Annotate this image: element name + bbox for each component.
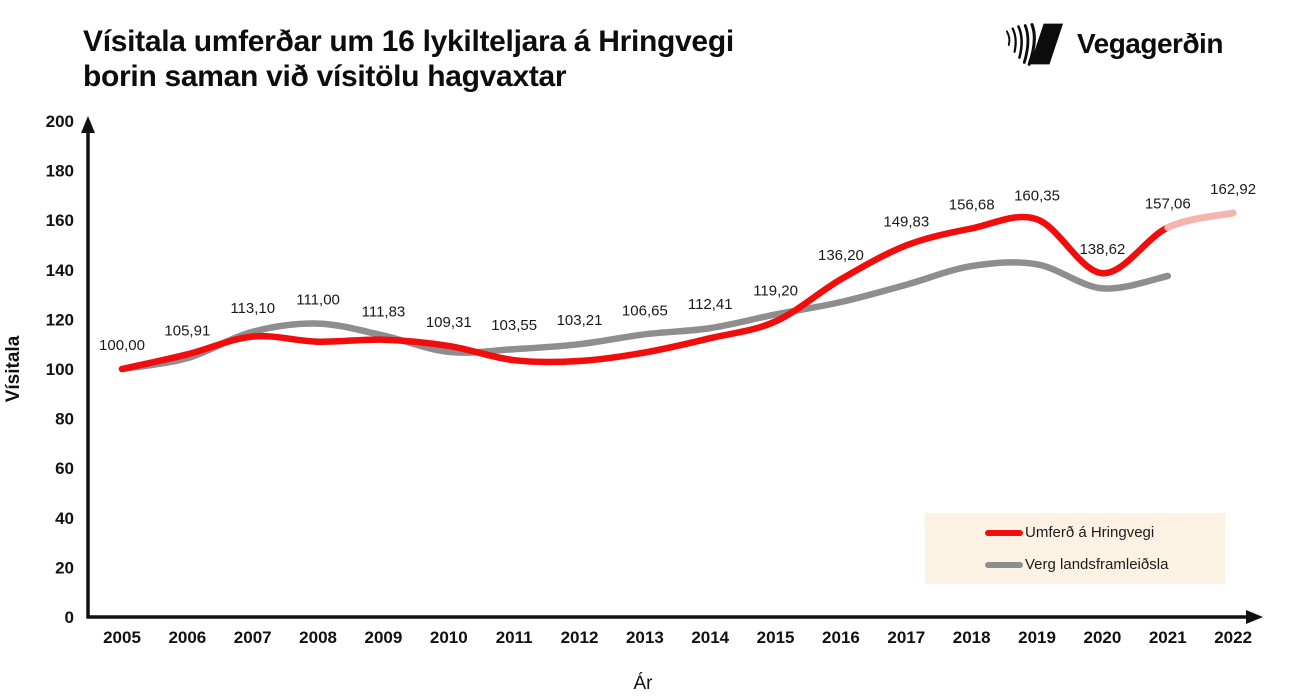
point-labels: 100,00 105,91 113,10 111,00 111,83 109,31 103,… <box>99 181 1256 354</box>
y-axis-title: Vísitala <box>3 335 24 402</box>
data-label: 111,00 <box>296 292 340 309</box>
page-title-line2: borin saman við vísitölu hagvaxtar <box>83 60 567 93</box>
x-tick-label: 2018 <box>953 628 991 647</box>
y-tick-label: 20 <box>55 558 74 577</box>
data-label: 111,83 <box>362 304 406 321</box>
legend-label: Umferð á Hringvegi <box>1025 524 1155 541</box>
x-tick-label: 2015 <box>757 628 795 647</box>
x-tick-label: 2022 <box>1214 628 1252 647</box>
data-label: 106,65 <box>622 302 668 319</box>
y-tick-label: 80 <box>55 410 74 429</box>
legend-label: Verg landsframleiðsla <box>1025 556 1169 573</box>
data-label: 136,20 <box>818 247 864 264</box>
data-label: 113,10 <box>230 300 275 317</box>
data-label: 100,00 <box>99 337 145 354</box>
data-label: 149,83 <box>883 213 929 230</box>
x-axis-arrow-icon <box>1246 610 1263 624</box>
data-label: 103,21 <box>557 312 603 329</box>
x-tick-label: 2010 <box>430 628 468 647</box>
x-tick-label: 2008 <box>299 628 337 647</box>
data-label: 160,35 <box>1014 187 1060 204</box>
x-tick-label: 2016 <box>822 628 860 647</box>
y-tick-label: 0 <box>65 608 74 627</box>
legend-item-traffic: Umferð á Hringvegi <box>985 524 1225 541</box>
data-label: 109,31 <box>426 314 472 331</box>
data-label: 138,62 <box>1079 241 1125 258</box>
y-tick-label: 140 <box>46 261 74 280</box>
legend-swatch-red-line <box>985 529 1023 536</box>
x-tick-label: 2007 <box>234 628 272 647</box>
vegagerdin-logo: Vegagerðin <box>1002 22 1223 66</box>
axes: 0 20 40 60 80 100 120 140 160 180 200 2005 2006 2007 2… <box>46 112 1263 647</box>
traffic-forecast-line <box>1164 209 1237 231</box>
y-axis-arrow-icon <box>81 116 95 133</box>
x-tick-label: 2011 <box>496 628 533 647</box>
y-tick-label: 200 <box>46 112 74 131</box>
data-label: 156,68 <box>949 196 995 213</box>
vegagerdin-logo-icon <box>1005 23 1064 66</box>
x-tick-label: 2021 <box>1149 628 1187 647</box>
y-tick-label: 180 <box>46 162 74 181</box>
x-tick-label: 2013 <box>626 628 664 647</box>
page-title: Vísitala umferðar um 16 lykilteljara á H… <box>83 24 734 94</box>
x-tick-label: 2019 <box>1018 628 1056 647</box>
data-label: 157,06 <box>1145 195 1191 212</box>
gdp-line <box>118 259 1172 373</box>
x-tick-label: 2006 <box>168 628 206 647</box>
legend: Umferð á Hringvegi Verg landsframleiðsla <box>925 513 1225 584</box>
series-lines <box>118 209 1237 373</box>
x-tick-label: 2005 <box>103 628 141 647</box>
data-label: 119,20 <box>753 282 798 299</box>
traffic-line <box>118 213 1172 373</box>
y-tick-label: 100 <box>46 360 74 379</box>
legend-item-gdp: Verg landsframleiðsla <box>985 556 1225 573</box>
x-axis-title: Ár <box>634 673 654 694</box>
data-label: 103,55 <box>491 317 537 334</box>
x-tick-label: 2014 <box>691 628 729 647</box>
y-tick-label: 160 <box>46 211 74 230</box>
y-tick-label: 40 <box>55 509 74 528</box>
x-tick-label: 2017 <box>887 628 925 647</box>
vegagerdin-logo-text: Vegagerðin <box>1077 28 1223 59</box>
x-tick-label: 2009 <box>365 628 403 647</box>
y-tick-label: 120 <box>46 310 74 329</box>
x-tick-label: 2020 <box>1083 628 1121 647</box>
data-label: 162,92 <box>1210 181 1256 198</box>
page-title-line1: Vísitala umferðar um 16 lykilteljara á H… <box>83 25 734 58</box>
legend-swatch-gray-line <box>985 561 1023 568</box>
x-tick-label: 2012 <box>561 628 599 647</box>
y-tick-label: 60 <box>55 459 74 478</box>
data-label: 105,91 <box>164 322 210 339</box>
data-label: 112,41 <box>688 296 733 313</box>
